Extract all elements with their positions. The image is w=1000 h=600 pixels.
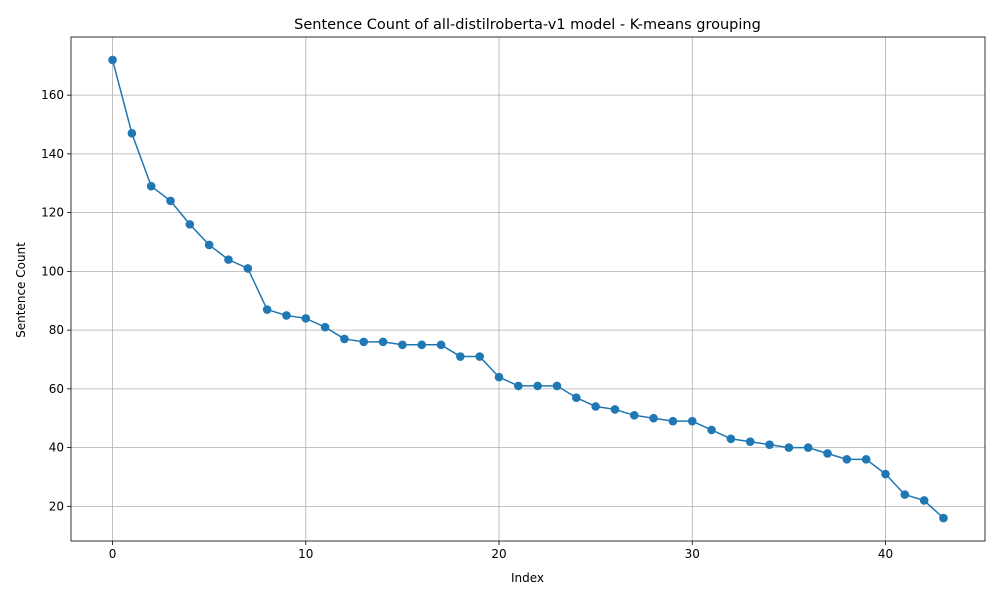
data-point xyxy=(146,181,156,191)
data-point xyxy=(861,455,871,464)
y-tick-label: 120 xyxy=(41,206,64,220)
data-point xyxy=(572,393,581,402)
data-point xyxy=(340,334,349,344)
data-point xyxy=(436,340,446,350)
data-point xyxy=(204,240,214,250)
data-point xyxy=(320,322,330,332)
y-axis-title: Sentence Count xyxy=(14,242,28,338)
data-point xyxy=(282,311,291,320)
data-point xyxy=(108,55,117,65)
y-tick-label: 80 xyxy=(49,323,64,337)
x-tick-label: 10 xyxy=(298,547,313,561)
y-tick-label: 20 xyxy=(49,499,64,513)
data-point xyxy=(185,220,195,229)
data-point xyxy=(707,425,716,435)
x-axis-title: Index xyxy=(511,571,544,585)
y-tick-label: 100 xyxy=(41,264,64,278)
y-tick-label: 140 xyxy=(41,147,64,161)
data-point xyxy=(359,337,369,347)
data-series xyxy=(108,55,948,523)
x-tick-label: 0 xyxy=(109,547,117,561)
chart-title: Sentence Count of all-distilroberta-v1 m… xyxy=(294,17,761,33)
data-point xyxy=(417,340,427,350)
x-tick-label: 30 xyxy=(685,547,700,561)
y-tick-label: 160 xyxy=(41,88,64,102)
data-point xyxy=(919,496,929,505)
data-point xyxy=(127,129,137,138)
plot-frame xyxy=(70,36,986,542)
data-point xyxy=(823,449,832,458)
axes: 0 10 20 30 40 20 40 60 80 100 120 140 160 xyxy=(41,36,986,561)
x-tick-label: 40 xyxy=(878,547,893,561)
data-point xyxy=(687,416,697,426)
data-point xyxy=(494,372,504,382)
data-point xyxy=(765,440,774,449)
data-point xyxy=(842,455,852,464)
data-point xyxy=(881,469,890,479)
data-point xyxy=(803,443,813,452)
x-tick-label: 20 xyxy=(491,547,506,561)
data-point xyxy=(378,337,388,347)
data-point xyxy=(745,437,755,447)
data-point xyxy=(629,410,639,420)
y-tick-label: 40 xyxy=(49,441,64,455)
data-point xyxy=(784,443,794,452)
data-point xyxy=(668,416,678,426)
data-point xyxy=(939,513,948,523)
data-point xyxy=(398,340,407,350)
data-point xyxy=(301,314,311,323)
data-point xyxy=(900,490,910,499)
data-point xyxy=(610,405,620,414)
data-point xyxy=(726,434,736,444)
data-point xyxy=(166,196,175,206)
data-point xyxy=(533,381,542,391)
data-point xyxy=(552,381,562,391)
data-point xyxy=(243,264,253,273)
data-point xyxy=(456,352,465,361)
data-point xyxy=(262,305,272,314)
data-point xyxy=(591,402,600,411)
data-point xyxy=(514,381,523,391)
data-point xyxy=(224,255,233,264)
grid-lines xyxy=(71,37,985,541)
y-tick-label: 60 xyxy=(49,382,64,396)
data-point xyxy=(475,352,484,361)
data-point xyxy=(649,413,658,423)
